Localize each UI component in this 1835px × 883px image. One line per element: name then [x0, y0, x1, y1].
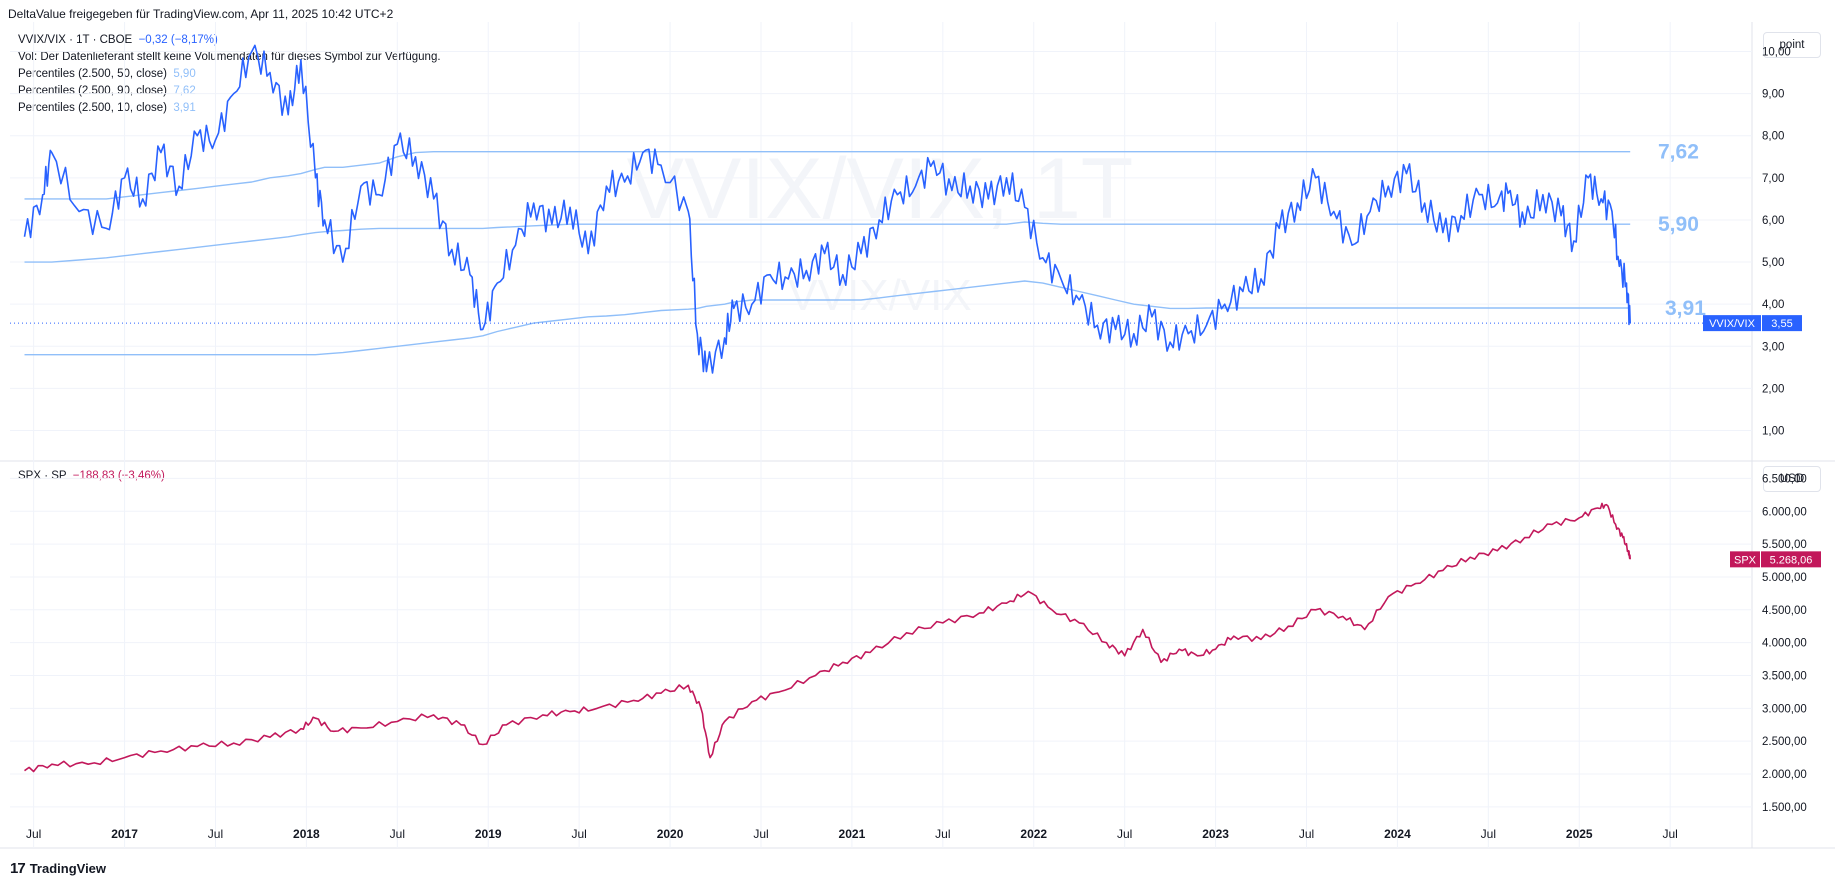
x-tick-label: Jul	[935, 827, 950, 841]
y-tick-label: 6,00	[1762, 215, 1784, 227]
y-tick-label: 5.500,00	[1762, 539, 1807, 551]
x-tick-label: Jul	[1117, 827, 1132, 841]
y-tick-label: 4,00	[1762, 299, 1784, 311]
x-tick-label: Jul	[390, 827, 405, 841]
spx-price-tag: 5.268,06	[1770, 554, 1813, 566]
vvix-symbol[interactable]: VVIX/VIX · 1T · CBOE	[18, 34, 133, 46]
percentile-50-label[interactable]: Percentiles (2.500, 50, close)	[18, 68, 167, 80]
spx-symbol-tag-bg	[1730, 551, 1760, 568]
x-tick-label: Jul	[1299, 827, 1314, 841]
x-tick-label: 2024	[1384, 827, 1411, 841]
tradingview-footer[interactable]: 17 TradingView	[10, 860, 106, 877]
vvix-price-tag-bg	[1762, 315, 1802, 332]
spx-price-tag-bg	[1761, 551, 1821, 568]
watermark-sub: VVIX/VIX	[788, 271, 971, 320]
y-tick-label: 4.500,00	[1762, 605, 1807, 617]
spx-change: −188,83 (−3,46%)	[72, 470, 165, 482]
x-tick-label: Jul	[1663, 827, 1678, 841]
watermark: VVIX/VIX, 1T	[627, 141, 1134, 237]
y-tick-label: 9,00	[1762, 89, 1784, 101]
y-tick-label: 2.000,00	[1762, 769, 1807, 781]
series-line-percentiles-2-500-10-close	[24, 280, 1631, 356]
percentile-50-value: 5,90	[173, 68, 196, 80]
percentile-10-label[interactable]: Percentiles (2.500, 10, close)	[18, 102, 167, 114]
x-tick-label: 2017	[111, 827, 138, 841]
y-tick-label: 6.500,00	[1762, 473, 1807, 485]
vvix-symbol-tag: VVIX/VIX	[1709, 318, 1756, 330]
tradingview-brand: TradingView	[29, 861, 107, 876]
vvix-price-tag: 3,55	[1771, 318, 1792, 330]
y-tick-label: 8,00	[1762, 131, 1784, 143]
spx-legend: SPX · SP −188,83 (−3,46%)	[18, 468, 165, 485]
spx-symbol-tag: SPX	[1734, 554, 1757, 566]
x-tick-label: Jul	[208, 827, 223, 841]
y-tick-label: 5.000,00	[1762, 572, 1807, 584]
percentile-level-label: 7,62	[1658, 141, 1699, 164]
share-caption: DeltaValue freigegeben für TradingView.c…	[8, 7, 394, 21]
series-line-percentiles-2-500-90-close	[24, 150, 1631, 200]
tradingview-logo: 17	[10, 860, 26, 877]
x-tick-label: 2020	[657, 827, 684, 841]
x-tick-label: 2023	[1202, 827, 1229, 841]
y-tick-label: 10,00	[1762, 46, 1791, 58]
y-tick-label: 3.500,00	[1762, 670, 1807, 682]
series-line-spx	[24, 502, 1631, 773]
vvix-symbol-tag-bg	[1703, 315, 1761, 332]
y-tick-label: 7,00	[1762, 173, 1784, 185]
y-tick-label: 1.500,00	[1762, 802, 1807, 814]
vvix-change: −0,32 (−8,17%)	[138, 34, 218, 46]
x-tick-label: Jul	[571, 827, 586, 841]
y-tick-label: 4.000,00	[1762, 638, 1807, 650]
y-tick-label: 2,00	[1762, 383, 1784, 395]
x-tick-label: 2025	[1566, 827, 1593, 841]
y-tick-label: 2.500,00	[1762, 736, 1807, 748]
y-tick-label: 5,00	[1762, 257, 1784, 269]
y-tick-label: 3.000,00	[1762, 703, 1807, 715]
x-tick-label: 2018	[293, 827, 320, 841]
series-line-percentiles-2-500-50-close	[24, 221, 1631, 263]
spx-symbol[interactable]: SPX · SP	[18, 470, 67, 482]
vol-note: Vol: Der Datenlieferant stellt keine Vol…	[18, 51, 441, 63]
y-tick-label: 3,00	[1762, 341, 1784, 353]
unit-usd-button[interactable]: USD	[1763, 466, 1821, 492]
x-tick-label: 2022	[1020, 827, 1047, 841]
percentile-level-label: 3,91	[1665, 297, 1706, 320]
percentile-level-label: 5,90	[1658, 213, 1699, 236]
y-tick-label: 6.000,00	[1762, 506, 1807, 518]
x-tick-label: Jul	[26, 827, 41, 841]
percentile-10-value: 3,91	[173, 102, 196, 114]
x-tick-label: Jul	[1481, 827, 1496, 841]
series-line-vvix-vix	[23, 44, 1631, 374]
grid	[0, 22, 1835, 849]
x-tick-label: Jul	[753, 827, 768, 841]
x-tick-label: 2019	[475, 827, 502, 841]
x-tick-label: 2021	[839, 827, 866, 841]
unit-point-button[interactable]: point	[1763, 32, 1821, 58]
y-tick-label: 1,00	[1762, 426, 1784, 438]
